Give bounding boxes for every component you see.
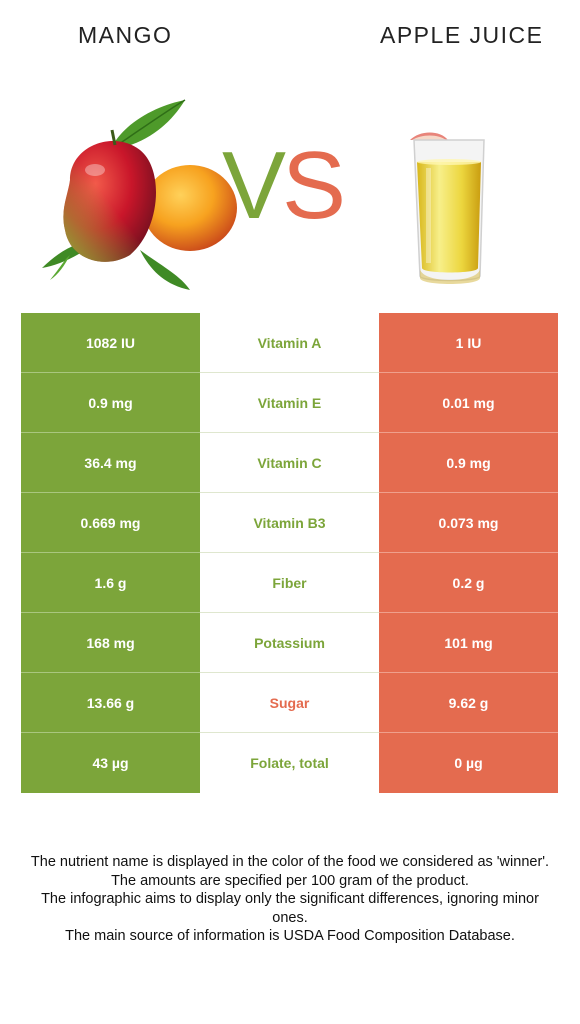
right-food-title: APPLE JUICE [380,22,544,48]
nutrient-name-cell: Vitamin A [200,313,379,373]
left-value-cell: 36.4 mg [21,433,200,493]
mango-image [42,99,237,290]
right-value-cell: 0.01 mg [379,373,558,433]
nutrient-comparison-table: 1082 IU Vitamin A 1 IU 0.9 mg Vitamin E … [21,313,558,793]
right-value-cell: 1 IU [379,313,558,373]
table-row: 13.66 g Sugar 9.62 g [21,673,558,733]
left-value-cell: 13.66 g [21,673,200,733]
nutrient-name-cell: Vitamin B3 [200,493,379,553]
footnote-winner-color: The nutrient name is displayed in the co… [30,854,550,870]
vs-s-letter: S [282,132,346,239]
table-row: 0.669 mg Vitamin B3 0.073 mg [21,493,558,553]
left-value-cell: 1.6 g [21,553,200,613]
nutrient-name-cell: Vitamin E [200,373,379,433]
left-food-title: MANGO [78,22,173,48]
apple-juice-glass-image [410,132,485,284]
right-value-cell: 0.073 mg [379,493,558,553]
table-row: 168 mg Potassium 101 mg [21,613,558,673]
table-row: 36.4 mg Vitamin C 0.9 mg [21,433,558,493]
left-value-cell: 1082 IU [21,313,200,373]
table-row: 0.9 mg Vitamin E 0.01 mg [21,373,558,433]
right-value-cell: 0 µg [379,733,558,793]
nutrient-name-cell: Fiber [200,553,379,613]
nutrient-name-cell: Vitamin C [200,433,379,493]
right-value-cell: 0.2 g [379,553,558,613]
nutrient-name-cell: Sugar [200,673,379,733]
nutrient-name-cell: Folate, total [200,733,379,793]
right-value-cell: 101 mg [379,613,558,673]
right-value-cell: 9.62 g [379,673,558,733]
footnotes: The nutrient name is displayed in the co… [30,853,550,946]
left-value-cell: 0.9 mg [21,373,200,433]
right-value-cell: 0.9 mg [379,433,558,493]
footnote-amounts: The amounts are specified per 100 gram o… [111,872,469,889]
footnote-source: The main source of information is USDA F… [65,928,515,944]
table-row: 1082 IU Vitamin A 1 IU [21,313,558,373]
left-value-cell: 0.669 mg [21,493,200,553]
table-row: 43 µg Folate, total 0 µg [21,733,558,793]
vs-v-letter: V [222,132,286,239]
table-row: 1.6 g Fiber 0.2 g [21,553,558,613]
nutrient-name-cell: Potassium [200,613,379,673]
footnote-significant-differences: The infographic aims to display only the… [41,891,539,926]
left-value-cell: 168 mg [21,613,200,673]
vs-label: VS [222,138,346,234]
left-value-cell: 43 µg [21,733,200,793]
hero-illustration: VS [0,80,580,290]
